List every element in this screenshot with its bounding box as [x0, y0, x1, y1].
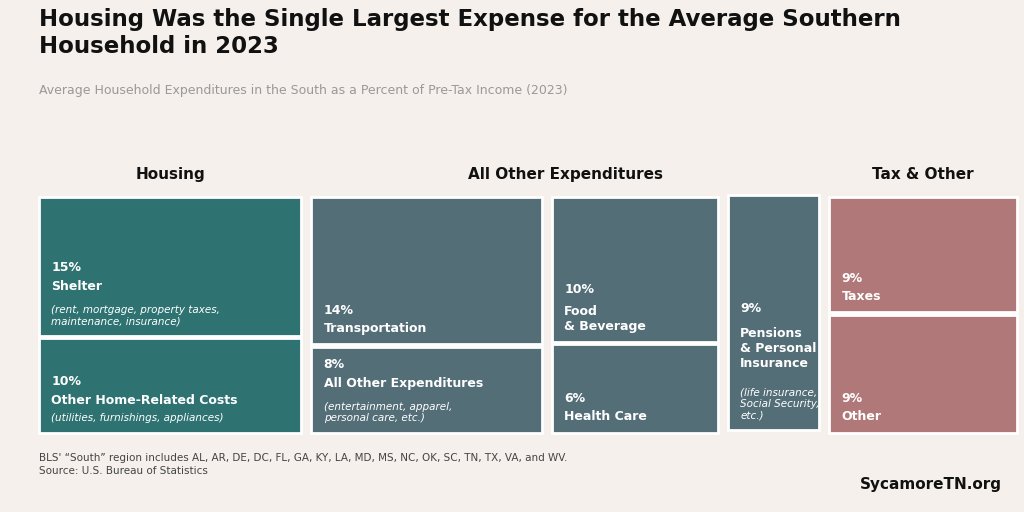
Text: All Other Expenditures: All Other Expenditures: [324, 377, 483, 390]
Text: Housing: Housing: [135, 167, 205, 182]
Bar: [829, 315, 1017, 433]
Text: Tax & Other: Tax & Other: [872, 167, 974, 182]
Text: Health Care: Health Care: [564, 411, 647, 423]
Bar: [728, 195, 819, 430]
Text: SycamoreTN.org: SycamoreTN.org: [859, 477, 1001, 492]
Bar: [552, 197, 718, 342]
Text: Transportation: Transportation: [324, 322, 427, 335]
Bar: [311, 347, 542, 433]
Text: Shelter: Shelter: [51, 280, 102, 293]
Text: (entertainment, apparel,
personal care, etc.): (entertainment, apparel, personal care, …: [324, 402, 452, 423]
Text: Other Home-Related Costs: Other Home-Related Costs: [51, 394, 238, 407]
Text: 10%: 10%: [51, 375, 81, 388]
Text: Average Household Expenditures in the South as a Percent of Pre-Tax Income (2023: Average Household Expenditures in the So…: [39, 84, 567, 97]
Text: 14%: 14%: [324, 304, 353, 317]
Text: 15%: 15%: [51, 262, 81, 274]
Bar: [552, 344, 718, 433]
Text: 9%: 9%: [842, 272, 863, 285]
Text: Taxes: Taxes: [842, 290, 882, 303]
Text: 8%: 8%: [324, 358, 345, 371]
Text: 9%: 9%: [842, 392, 863, 405]
Text: Pensions
& Personal
Insurance: Pensions & Personal Insurance: [740, 327, 817, 370]
Bar: [829, 197, 1017, 312]
Text: 9%: 9%: [740, 302, 762, 315]
Text: Housing Was the Single Largest Expense for the Average Southern
Household in 202: Housing Was the Single Largest Expense f…: [39, 8, 901, 58]
Text: (rent, mortgage, property taxes,
maintenance, insurance): (rent, mortgage, property taxes, mainten…: [51, 305, 220, 327]
Text: 10%: 10%: [564, 283, 594, 295]
Text: (utilities, furnishings, appliances): (utilities, furnishings, appliances): [51, 413, 223, 423]
Bar: [39, 338, 301, 433]
Bar: [39, 197, 301, 336]
Text: (life insurance,
Social Security,
etc.): (life insurance, Social Security, etc.): [740, 388, 820, 421]
Text: Other: Other: [842, 411, 882, 423]
Text: BLS' “South” region includes AL, AR, DE, DC, FL, GA, KY, LA, MD, MS, NC, OK, SC,: BLS' “South” region includes AL, AR, DE,…: [39, 453, 567, 476]
Bar: [311, 197, 542, 345]
Text: 6%: 6%: [564, 392, 586, 405]
Text: All Other Expenditures: All Other Expenditures: [468, 167, 663, 182]
Text: Food
& Beverage: Food & Beverage: [564, 305, 646, 333]
